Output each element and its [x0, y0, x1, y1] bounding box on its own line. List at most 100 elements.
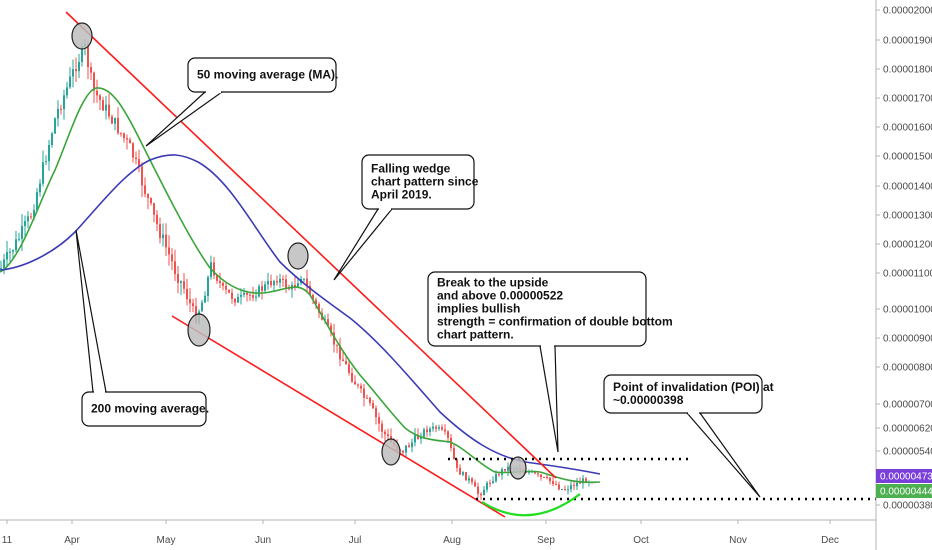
candle-body	[432, 426, 434, 429]
candle-body	[567, 489, 569, 491]
callout-box	[603, 374, 763, 414]
candle-body	[351, 372, 353, 382]
candle-body	[420, 436, 422, 440]
candle-body	[243, 292, 245, 295]
candle-body	[444, 429, 446, 432]
candle-body	[564, 489, 566, 491]
candle-body	[381, 423, 383, 432]
candle-body	[489, 482, 491, 484]
candle-body	[252, 295, 254, 298]
ma50-line	[0, 87, 601, 484]
candle-body	[141, 166, 143, 186]
candle-body	[540, 474, 542, 478]
candle-body	[237, 296, 239, 303]
candle-body	[366, 397, 368, 399]
candle-body	[213, 262, 215, 276]
candle-body	[54, 118, 56, 134]
callout-box	[81, 391, 207, 427]
candle-body	[120, 133, 122, 135]
candle-body	[111, 116, 113, 124]
candle-body	[465, 472, 467, 481]
candle-body	[180, 281, 182, 283]
lines-group	[0, 11, 876, 518]
candle-body	[249, 294, 251, 296]
callout-text-line: chart pattern.	[437, 328, 514, 342]
touch-point-marker	[509, 456, 527, 480]
candle-body	[423, 429, 425, 437]
candle-body	[471, 478, 473, 483]
x-tick-label: Jul	[349, 535, 362, 546]
candle-body	[177, 274, 179, 283]
candle-body	[303, 278, 305, 280]
candle-body	[348, 364, 350, 373]
candle-body	[0, 267, 2, 269]
candle-body	[168, 247, 170, 255]
candle-body	[297, 283, 299, 287]
candle-body	[498, 473, 500, 475]
price-label-box	[876, 484, 932, 498]
y-tick-label: 0.00000380	[883, 501, 932, 512]
candle-body	[555, 484, 557, 486]
candle-body	[582, 478, 584, 484]
candle-body	[462, 472, 464, 475]
candle-body	[33, 210, 35, 218]
candle-body	[183, 281, 185, 289]
y-tick-label: 0.00000700	[883, 400, 932, 411]
x-tick-label: Sep	[537, 535, 555, 546]
candle-body	[147, 194, 149, 199]
candle-body	[330, 325, 332, 333]
candle-body	[87, 44, 89, 68]
ma200-line	[0, 154, 601, 475]
y-tick-label: 0.00001200	[883, 240, 932, 251]
candle-body	[438, 427, 440, 429]
candle-body	[21, 225, 23, 239]
callout-text-line: implies bullish	[437, 302, 520, 316]
y-tick-label: 0.00002000	[883, 6, 932, 17]
candle-body	[552, 481, 554, 485]
candle-body	[60, 108, 62, 110]
callout-box	[361, 154, 475, 210]
touch-point-marker	[381, 438, 401, 466]
candle-body	[336, 344, 338, 346]
price-label: 0.00000473	[880, 472, 932, 483]
candle-body	[270, 281, 272, 286]
candle-body	[78, 61, 80, 72]
candle-body	[492, 481, 494, 483]
candle-body	[72, 69, 74, 77]
y-tick-label: 0.00001600	[883, 123, 932, 134]
price-label-box	[876, 469, 932, 483]
candle-body	[570, 485, 572, 490]
candle-body	[369, 397, 371, 403]
callout-text-line: 200 moving average.	[91, 402, 209, 416]
candle-body	[66, 87, 68, 96]
candle-body	[255, 296, 257, 298]
x-tick-label: Apr	[64, 535, 80, 546]
candle-body	[45, 161, 47, 163]
candle-body	[363, 388, 365, 398]
candle-body	[105, 104, 107, 111]
candle-body	[477, 486, 479, 494]
candle-body	[93, 72, 95, 91]
candle-body	[288, 288, 290, 290]
candle-body	[129, 139, 131, 144]
x-tick-label: 11	[2, 535, 13, 546]
callout-text-line: 50 moving average (MA).	[197, 68, 338, 82]
y-axis: 0.00002000 0.00001900 0.00001800 0.00001700…	[875, 0, 932, 550]
candle-body	[15, 239, 17, 251]
candle-body	[585, 478, 587, 483]
candle-body	[573, 485, 575, 487]
candle-body	[480, 493, 482, 496]
wedge-upper-trendline	[65, 11, 557, 479]
candle-body	[309, 285, 311, 295]
candle-body	[360, 385, 362, 389]
candle-body	[483, 489, 485, 496]
candle-body	[339, 345, 341, 360]
candle-body	[387, 434, 389, 437]
candle-body	[426, 429, 428, 433]
candle-body	[408, 445, 410, 448]
x-tick-label: Aug	[443, 535, 461, 546]
candle-body	[474, 482, 476, 487]
y-tick-label: 0.00000900	[883, 334, 932, 345]
